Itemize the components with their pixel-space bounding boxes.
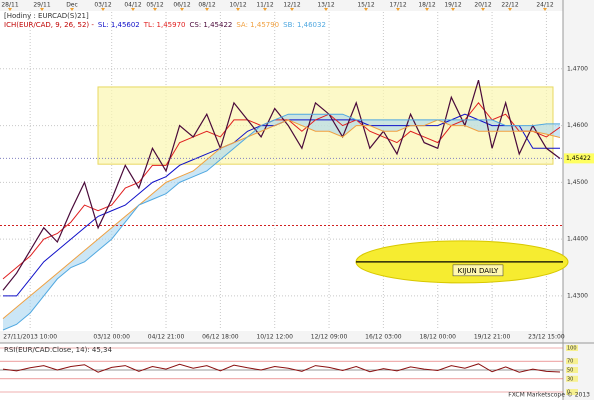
legend: ICH(EUR/CAD, 9, 26, 52) - SL: 1,45602 TL: … — [4, 21, 326, 29]
top-date-label: 03/12 — [94, 2, 111, 9]
top-date-label: 29/11 — [33, 2, 50, 9]
date-marker — [236, 8, 240, 11]
date-marker — [263, 8, 267, 11]
rsi-tick-box — [566, 367, 578, 373]
series-line — [2, 363, 561, 373]
top-date-label: 19/12 — [444, 2, 461, 9]
legend-entry: SB: 1,46032 — [283, 21, 326, 29]
rsi-tick-box — [566, 345, 578, 351]
x-tick-label: 27/11/2013 10:00 — [3, 334, 57, 341]
date-marker — [40, 8, 44, 11]
last-price-label: 1,45422 — [566, 155, 591, 162]
date-marker — [364, 8, 368, 11]
rsi-chart: 0 30 50 70 100 — [0, 345, 578, 396]
rsi-tick-box — [566, 375, 578, 382]
rsi-tick-label: 0 — [567, 390, 570, 396]
date-marker — [205, 8, 209, 11]
axis-panel — [563, 0, 594, 400]
top-date-label: 08/12 — [198, 2, 215, 9]
top-date-label: 28/11 — [1, 2, 18, 9]
y-tick-label: 1,4600 — [567, 122, 588, 129]
x-tick-label: 19/12 21:00 — [474, 334, 511, 341]
date-marker — [481, 8, 485, 11]
rsi-tick-label: 70 — [567, 359, 573, 365]
date-marker — [180, 8, 184, 11]
top-date-label: 22/12 — [501, 2, 518, 9]
top-axis-panel — [0, 0, 563, 11]
legend-entry: SA: 1,45790 — [236, 21, 279, 29]
rsi-tick-box — [566, 389, 578, 395]
x-tick-label: 12/12 09:00 — [311, 334, 348, 341]
x-tick-label: 23/12 15:00 — [528, 334, 565, 341]
top-date-label: 06/12 — [173, 2, 190, 9]
footer: FXCM Marketscope © 2013 — [508, 392, 590, 399]
y-tick-label: 1,4300 — [567, 292, 588, 299]
rsi-tick-label: 30 — [567, 376, 573, 382]
date-marker — [425, 8, 429, 11]
top-date-label: Dec — [66, 2, 78, 9]
date-marker — [8, 8, 12, 11]
date-marker — [508, 8, 512, 11]
top-date-label: 10/12 — [229, 2, 246, 9]
date-marker — [70, 8, 74, 11]
y-tick-label: 1,4700 — [567, 65, 588, 72]
date-marker — [396, 8, 400, 11]
x-tick-label: 04/12 21:00 — [148, 334, 185, 341]
x-tick-label: 16/12 03:00 — [365, 334, 402, 341]
top-date-label: 13/12 — [317, 2, 334, 9]
y-tick-label: 1,4400 — [567, 236, 588, 243]
legend-entry: CS: 1,45422 — [189, 21, 232, 29]
rsi-tick-label: 100 — [567, 346, 577, 352]
date-marker — [451, 8, 455, 11]
date-marker — [101, 8, 105, 11]
top-date-label: 11/12 — [256, 2, 273, 9]
rsi-tick-box — [566, 358, 578, 365]
last-price-box — [564, 153, 594, 164]
top-date-label: 15/12 — [357, 2, 374, 9]
date-marker — [153, 8, 157, 11]
annotation: KIJUN DAILY — [458, 267, 499, 275]
date-marker — [543, 8, 547, 11]
date-marker — [290, 8, 294, 11]
top-date-label: 04/12 — [124, 2, 141, 9]
x-tick-label: 03/12 00:00 — [93, 334, 130, 341]
top-date-label: 24/12 — [536, 2, 553, 9]
legend-label: ICH(EUR/CAD, 9, 26, 52) - — [4, 21, 94, 29]
chart-title: [Hodiny : EURCAD(S)21] — [4, 12, 89, 20]
date-marker — [324, 8, 328, 11]
top-date-label: 12/12 — [283, 2, 300, 9]
rsi-tick-label: 50 — [567, 368, 573, 374]
rsi-title: RSI(EUR/CAD.Close, 14): 45,34 — [4, 346, 112, 354]
legend-entry: SL: 1,45602 — [98, 21, 140, 29]
annotation-box — [452, 264, 504, 277]
bottom-axis-panel — [0, 331, 563, 343]
date-marker — [131, 8, 135, 11]
top-date-label: 05/12 — [146, 2, 163, 9]
series-line — [2, 119, 561, 320]
main-chart: 28/11 29/11 Dec 03/12 04/12 05/12 06/12 08/12 10… — [0, 2, 594, 341]
legend-entry: TL: 1,45970 — [143, 21, 186, 29]
top-date-label: 17/12 — [389, 2, 406, 9]
x-tick-label: 10/12 12:00 — [256, 334, 293, 341]
series-line — [2, 113, 560, 331]
top-date-label: 20/12 — [474, 2, 491, 9]
y-tick-label: 1,4500 — [567, 179, 588, 186]
top-date-label: 18/12 — [418, 2, 435, 9]
x-tick-label: 06/12 18:00 — [202, 334, 239, 341]
x-tick-label: 18/12 00:00 — [419, 334, 456, 341]
